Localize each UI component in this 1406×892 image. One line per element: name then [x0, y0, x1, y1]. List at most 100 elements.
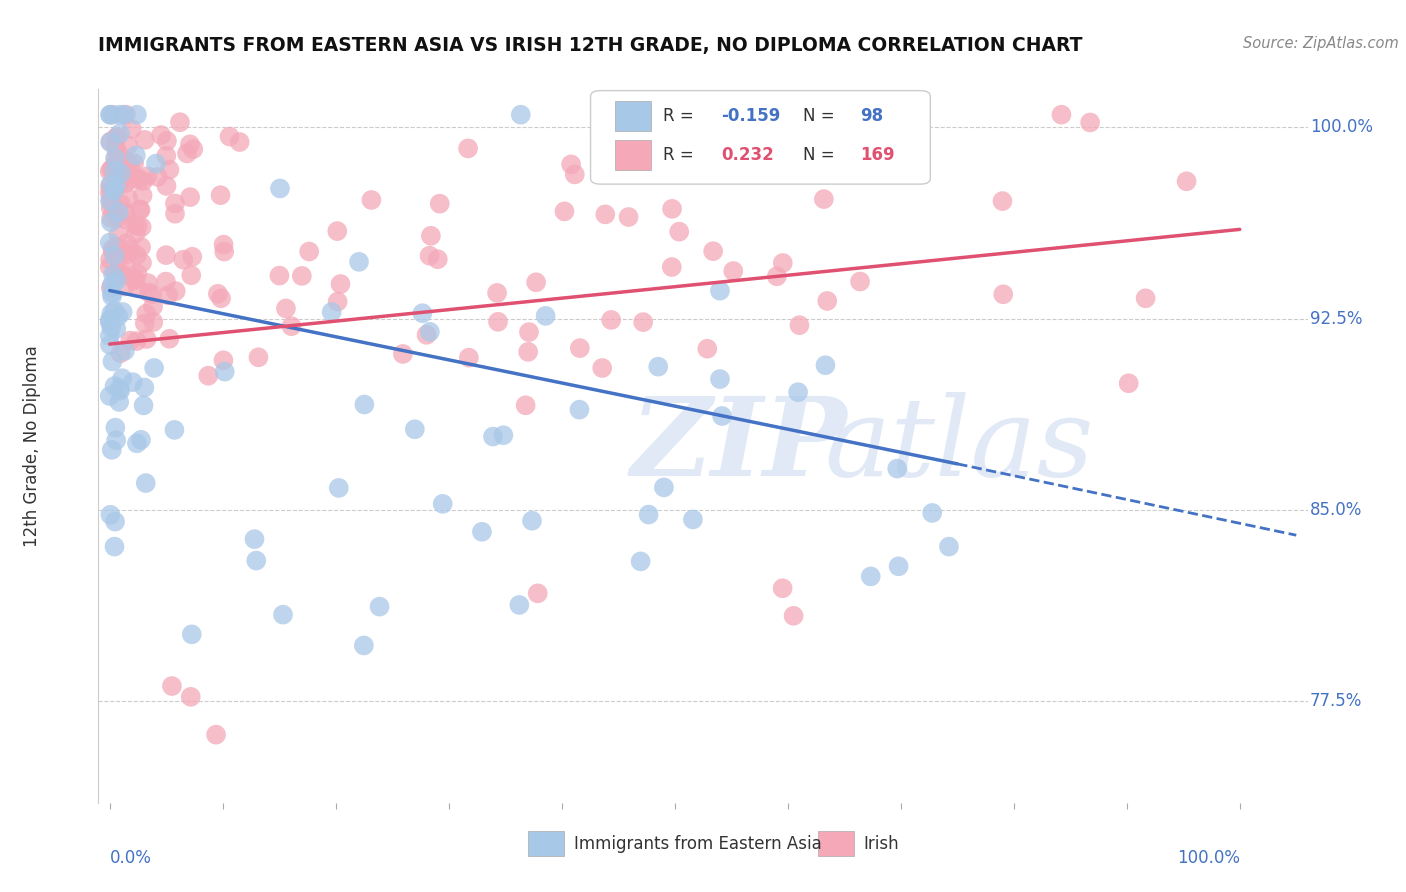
Point [101, 286, 124, 301]
Text: 85.0%: 85.0% [1310, 500, 1362, 519]
Point [105, 434, 128, 448]
Point [209, 188, 232, 202]
Point [110, 166, 132, 180]
Point [115, 108, 138, 122]
Point [600, 313, 623, 327]
Point [125, 248, 148, 262]
Point [100, 162, 122, 177]
Text: 169: 169 [860, 146, 894, 164]
Point [1135, 291, 1157, 305]
Point [100, 320, 122, 334]
Point [991, 194, 1014, 208]
Point [637, 508, 659, 522]
Point [321, 305, 343, 319]
Point [526, 586, 548, 600]
Point [160, 679, 183, 693]
Point [353, 639, 375, 653]
Point [131, 220, 153, 235]
Point [103, 184, 125, 198]
Point [172, 252, 194, 267]
Point [98, 312, 121, 326]
Point [129, 240, 152, 254]
Point [426, 252, 449, 267]
Point [696, 342, 718, 356]
Point [132, 398, 155, 412]
Point [163, 196, 186, 211]
Point [108, 148, 131, 162]
Point [157, 332, 180, 346]
Point [176, 146, 198, 161]
Point [103, 249, 125, 263]
Point [108, 395, 131, 409]
Text: 77.5%: 77.5% [1310, 692, 1362, 710]
Point [131, 256, 153, 270]
Point [591, 361, 613, 376]
Point [98, 135, 121, 149]
Point [127, 219, 149, 233]
Point [849, 275, 872, 289]
Point [136, 169, 159, 184]
Point [125, 108, 148, 122]
Point [107, 266, 129, 280]
Point [128, 172, 150, 186]
Text: Source: ZipAtlas.com: Source: ZipAtlas.com [1243, 36, 1399, 51]
Point [457, 141, 479, 155]
Point [150, 128, 173, 142]
Point [813, 192, 835, 206]
Point [100, 201, 122, 215]
Point [212, 244, 235, 259]
Point [647, 359, 669, 374]
Point [114, 343, 136, 358]
Point [100, 281, 122, 295]
Point [117, 138, 139, 153]
Point [155, 178, 177, 193]
Point [668, 225, 690, 239]
Point [100, 193, 122, 207]
Point [100, 135, 122, 149]
Text: -0.159: -0.159 [721, 107, 780, 125]
Point [723, 264, 745, 278]
Point [271, 607, 294, 622]
Point [568, 341, 591, 355]
Point [101, 108, 124, 122]
Point [107, 227, 129, 242]
Point [419, 228, 441, 243]
Point [129, 202, 152, 217]
Point [197, 368, 219, 383]
Point [98, 194, 121, 208]
Point [347, 255, 370, 269]
Point [120, 161, 142, 175]
Point [228, 135, 250, 149]
Point [101, 242, 124, 256]
Point [711, 409, 734, 423]
Point [121, 172, 143, 186]
Point [887, 559, 910, 574]
Point [110, 346, 132, 360]
Point [143, 361, 166, 376]
Point [243, 532, 266, 546]
Point [101, 198, 124, 212]
Point [103, 159, 125, 173]
Point [209, 291, 232, 305]
Point [820, 118, 842, 132]
Point [218, 129, 240, 144]
Point [419, 249, 441, 263]
Point [212, 237, 235, 252]
Point [107, 205, 129, 219]
Point [524, 275, 547, 289]
Text: atlas: atlas [824, 392, 1094, 500]
Point [134, 380, 156, 394]
Point [121, 375, 143, 389]
Point [134, 316, 156, 330]
Point [274, 301, 297, 316]
Point [165, 284, 187, 298]
Point [100, 306, 122, 320]
Point [100, 508, 122, 522]
Point [120, 334, 142, 348]
Point [108, 127, 131, 141]
Point [104, 163, 127, 178]
Point [122, 156, 145, 170]
Point [138, 285, 160, 300]
Point [111, 371, 134, 385]
Point [269, 181, 291, 195]
